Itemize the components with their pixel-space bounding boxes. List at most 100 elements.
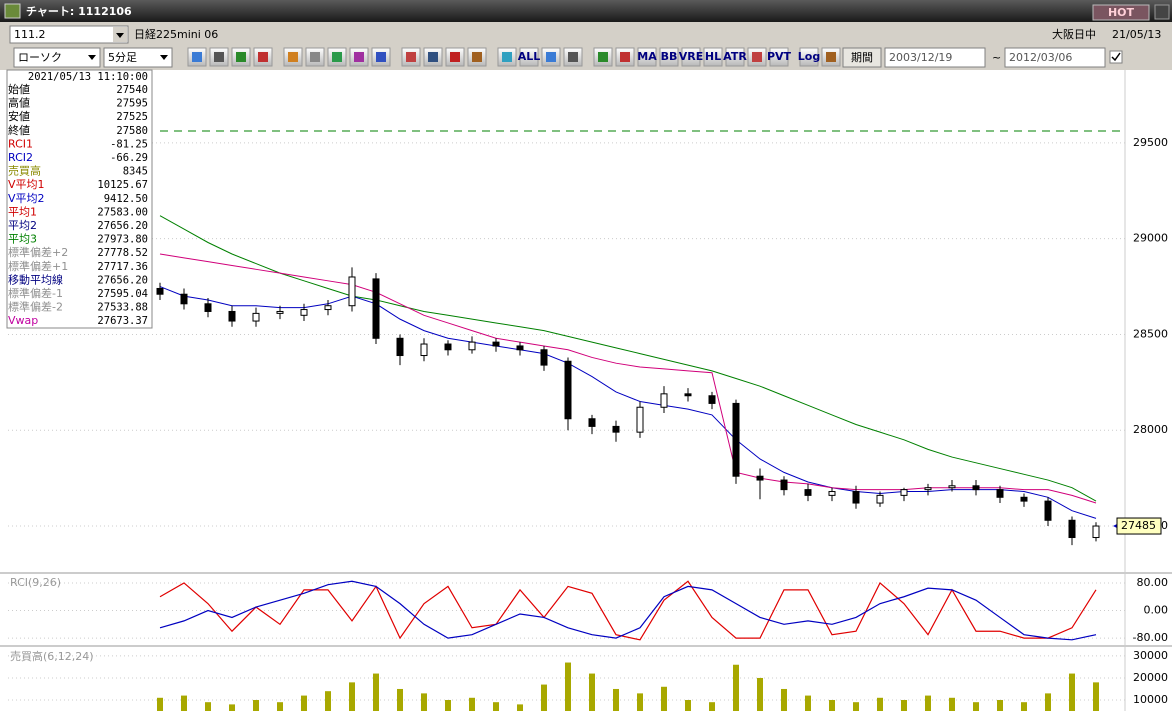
candle-body <box>636 406 644 433</box>
panel-title: 売買高(6,12,24) <box>10 649 94 663</box>
candle-body <box>324 305 332 311</box>
volume-bar <box>709 702 715 711</box>
code-combo[interactable] <box>9 25 129 44</box>
y-tick-label: 28000 <box>1133 423 1168 436</box>
checkbox[interactable] <box>1109 50 1123 64</box>
kind-combo[interactable] <box>13 47 101 68</box>
check-mark <box>1111 52 1121 62</box>
volume-bar <box>685 699 691 711</box>
tool-label[interactable]: Log <box>798 50 820 63</box>
info-value: 27580 <box>116 125 148 137</box>
info-value: 27673.37 <box>97 315 148 327</box>
tool-button[interactable] <box>637 47 657 67</box>
tool-label[interactable]: MA <box>637 50 657 63</box>
y-tick-label: 29500 <box>1133 136 1168 149</box>
panel-title: RCI(9,26) <box>10 576 61 589</box>
tool-label[interactable]: HL <box>705 50 721 63</box>
candle-body <box>996 489 1004 498</box>
candle-body <box>1068 519 1076 539</box>
candle-body <box>684 393 692 397</box>
candle-body <box>180 293 188 305</box>
info-value: 27533.88 <box>97 302 148 314</box>
tool-button[interactable] <box>659 47 679 67</box>
tool-button[interactable] <box>703 47 723 67</box>
last-price-label: 27485 <box>1121 519 1156 532</box>
tool-label[interactable]: VRE <box>679 50 704 63</box>
tool-glyph <box>332 52 342 62</box>
tool-glyph <box>752 52 762 62</box>
info-value: 27656.20 <box>97 220 148 232</box>
volume-bar <box>445 699 451 711</box>
y-tick-label: 30000 <box>1133 649 1168 662</box>
tool-button[interactable] <box>799 47 819 67</box>
close-button[interactable] <box>1154 4 1170 20</box>
info-label: 標準偏差+1 <box>8 259 68 273</box>
price-panel: 275002800028500290002950027485 <box>8 136 1168 546</box>
kind-text[interactable]: ローソク <box>18 51 62 64</box>
tool-button[interactable] <box>725 47 745 67</box>
hot-label[interactable]: HOT <box>1108 6 1135 19</box>
volume-bar <box>1045 693 1051 711</box>
from-date-field[interactable] <box>884 47 986 68</box>
volume-bar <box>565 662 571 711</box>
info-label: Vwap <box>8 314 38 327</box>
separator: ~ <box>992 51 1001 64</box>
to-date-field[interactable] <box>1004 47 1106 68</box>
info-label: 始値 <box>8 82 30 96</box>
tool-glyph <box>502 52 512 62</box>
volume-bar <box>781 688 787 711</box>
volume-bar <box>493 702 499 711</box>
info-value: 27656.20 <box>97 274 148 286</box>
info-value: 9412.50 <box>104 193 148 205</box>
from-date[interactable]: 2003/12/19 <box>889 51 952 64</box>
volume-bar <box>541 684 547 711</box>
volume-bar <box>829 699 835 711</box>
tool-label[interactable]: BB <box>661 50 678 63</box>
tool-glyph <box>428 52 438 62</box>
to-date[interactable]: 2012/03/06 <box>1009 51 1072 64</box>
tool-button[interactable] <box>519 47 539 67</box>
candle-body <box>204 303 212 312</box>
period-label[interactable]: 期間 <box>851 51 873 64</box>
interval-text[interactable]: 5分足 <box>108 51 137 64</box>
tool-glyph <box>620 52 630 62</box>
code-text[interactable]: 111.2 <box>14 28 46 41</box>
volume-bar <box>637 693 643 711</box>
tool-glyph <box>236 52 246 62</box>
tool-button[interactable] <box>769 47 789 67</box>
tool-button[interactable] <box>681 47 701 67</box>
volume-bar <box>205 702 211 711</box>
tool-label[interactable]: ALL <box>518 50 541 63</box>
candle-body <box>924 487 932 491</box>
info-value: 10125.67 <box>97 179 148 191</box>
candle-body <box>348 276 356 307</box>
candle-body <box>516 345 524 351</box>
rci-line <box>159 580 1097 641</box>
volume-bar <box>157 697 163 711</box>
volume-bar <box>469 697 475 711</box>
y-tick-label: 29000 <box>1133 232 1168 245</box>
volume-bar <box>517 704 523 711</box>
y-tick-label: -80.00 <box>1133 631 1168 644</box>
y-tick-label: 10000 <box>1133 693 1168 706</box>
tool-label[interactable]: ATR <box>723 50 747 63</box>
candle-body <box>252 312 260 322</box>
tool-label[interactable]: PVT <box>767 50 792 63</box>
tool-glyph <box>258 52 268 62</box>
info-panel: 2021/05/13 11:10:00 始値 27540 高値 27595 安値 2752… <box>6 69 153 329</box>
moving-average <box>159 253 1097 504</box>
interval-combo[interactable] <box>103 47 173 68</box>
hot-button[interactable] <box>1092 4 1150 21</box>
volume-bar <box>397 688 403 711</box>
volume-bar <box>661 686 667 711</box>
candle-body <box>372 278 380 339</box>
period-button[interactable] <box>842 47 882 68</box>
candle-body <box>876 494 884 504</box>
volume-bar <box>325 691 331 711</box>
candle-body <box>948 485 956 489</box>
volume-bar <box>589 673 595 711</box>
tool-glyph <box>472 52 482 62</box>
candle-body <box>588 418 596 427</box>
info-label: 標準偏差-1 <box>8 286 63 300</box>
